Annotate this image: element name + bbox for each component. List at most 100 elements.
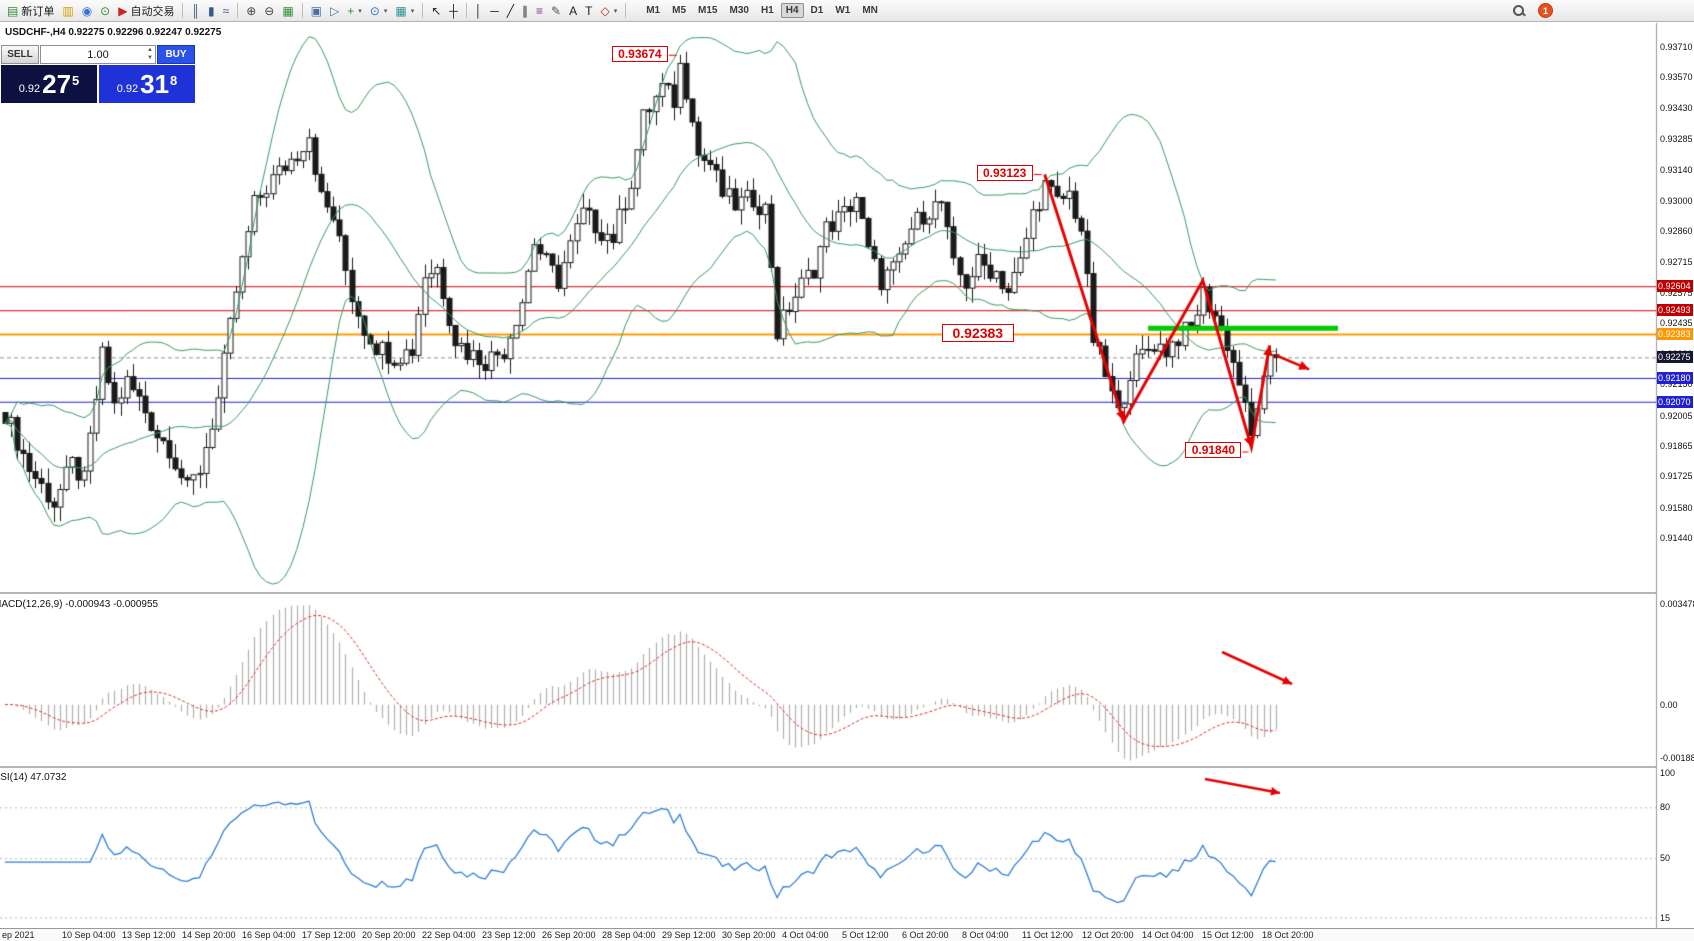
timeframe-h4[interactable]: H4 bbox=[780, 3, 804, 18]
time-axis-label: 13 Sep 12:00 bbox=[122, 930, 176, 940]
candlestick-icon: ▮ bbox=[207, 3, 215, 18]
line-chart-icon: ≈ bbox=[222, 3, 230, 18]
volume-up-icon[interactable]: ▲ bbox=[147, 47, 153, 53]
dropdown-arrow-icon[interactable]: ▾ bbox=[358, 7, 362, 15]
time-axis-label: 16 Sep 04:00 bbox=[242, 930, 296, 940]
dropdown-arrow-icon[interactable]: ▾ bbox=[613, 7, 618, 15]
draw-button[interactable]: ✎ bbox=[548, 2, 564, 20]
text-icon: A bbox=[569, 3, 578, 18]
trendline-icon: ╱ bbox=[506, 3, 515, 18]
auto-trading-button-label: 自动交易 bbox=[130, 5, 175, 18]
time-axis-label: 28 Sep 04:00 bbox=[602, 930, 656, 940]
toolbar-separator bbox=[237, 3, 239, 18]
toolbar-separator bbox=[422, 3, 424, 18]
tile-windows-icon: ▦ bbox=[282, 3, 294, 18]
timeframe-toolbar: M1 M5 M15 M30 H1 H4 D1 W1 MN bbox=[641, 3, 883, 18]
macd-values: -0.000943 -0.000955 bbox=[65, 599, 159, 610]
search-icon[interactable] bbox=[1512, 4, 1526, 18]
market-watch-button[interactable]: ◉ bbox=[79, 2, 95, 20]
one-click-trade-panel: SELL 1.00 ▲ ▼ BUY 0.92 27 5 0.92 31 8 bbox=[1, 45, 195, 103]
tile-windows-button[interactable]: ▦ bbox=[279, 2, 296, 20]
time-axis-label: 18 Oct 20:00 bbox=[1262, 930, 1314, 940]
sell-price-sup: 5 bbox=[72, 72, 80, 88]
panel-splitter[interactable] bbox=[0, 766, 1656, 768]
time-axis[interactable]: ep 2021 10 Sep 04:00 13 Sep 12:00 14 Sep 20… bbox=[0, 928, 1694, 941]
buy-price[interactable]: 0.92 31 8 bbox=[99, 65, 195, 103]
trendline-button[interactable]: ╱ bbox=[504, 2, 517, 20]
sell-price-prefix: 0.92 bbox=[18, 83, 41, 95]
label-icon: T bbox=[585, 3, 593, 18]
time-axis-label: 14 Sep 20:00 bbox=[182, 930, 236, 940]
dropdown-arrow-icon[interactable]: ▾ bbox=[410, 7, 415, 15]
chart-title: USDCHF-,H4 0.92275 0.92296 0.92247 0.922… bbox=[5, 27, 222, 38]
time-axis-label: 23 Sep 12:00 bbox=[482, 930, 536, 940]
market-watch-icon: ◉ bbox=[81, 3, 93, 18]
dropdown-arrow-icon[interactable]: ▾ bbox=[383, 7, 388, 15]
vertical-line-button[interactable]: │ bbox=[472, 2, 486, 20]
buy-price-sup: 8 bbox=[170, 72, 178, 88]
crosshair-button[interactable]: ┼ bbox=[446, 2, 461, 20]
arrange-charts-button[interactable]: ▣ bbox=[308, 2, 325, 20]
fibonacci-icon: ≡ bbox=[536, 3, 544, 18]
time-axis-label: 14 Oct 04:00 bbox=[1142, 930, 1194, 940]
new-order-button[interactable]: ▤ 新订单 bbox=[4, 2, 57, 20]
toolbar-separator bbox=[625, 3, 627, 18]
clock-icon: ⊙ bbox=[369, 3, 380, 18]
channel-button[interactable]: ∥ bbox=[519, 2, 531, 20]
timeframe-w1[interactable]: W1 bbox=[835, 5, 851, 16]
bar-chart-button[interactable]: ║ bbox=[188, 2, 203, 20]
chart-window-button[interactable]: ▥ bbox=[59, 2, 76, 20]
time-axis-label: 6 Oct 20:00 bbox=[902, 930, 949, 940]
zoom-in-button[interactable]: ⊕ bbox=[243, 2, 259, 20]
shift-chart-button[interactable]: ▷ bbox=[327, 2, 342, 20]
time-axis-label: 12 Oct 20:00 bbox=[1082, 930, 1134, 940]
timeframe-m5[interactable]: M5 bbox=[672, 5, 687, 16]
rsi-indicator-label: RSI(14) 47.0732 bbox=[0, 772, 66, 783]
zoom-out-button[interactable]: ⊖ bbox=[261, 2, 277, 20]
macd-indicator-label: MACD(12,26,9) -0.000943 -0.000955 bbox=[0, 599, 158, 610]
add-indicator-button[interactable]: + ▾ bbox=[344, 2, 365, 20]
shapes-icon: ◇ bbox=[600, 3, 610, 18]
fibonacci-button[interactable]: ≡ bbox=[533, 2, 546, 20]
sell-price[interactable]: 0.92 27 5 bbox=[1, 65, 97, 103]
template-button[interactable]: ▦ ▾ bbox=[392, 2, 417, 20]
shift-chart-icon: ▷ bbox=[330, 3, 340, 18]
time-axis-label: 15 Oct 12:00 bbox=[1202, 930, 1254, 940]
timeframe-m15[interactable]: M15 bbox=[698, 5, 718, 16]
buy-button[interactable]: BUY bbox=[157, 45, 195, 64]
candlestick-button[interactable]: ▮ bbox=[205, 2, 218, 20]
bar-chart-icon: ║ bbox=[191, 3, 200, 18]
timeframe-h1[interactable]: H1 bbox=[760, 5, 774, 16]
horizontal-line-icon: ─ bbox=[490, 3, 499, 18]
timeframe-mn[interactable]: MN bbox=[862, 5, 878, 16]
label-button[interactable]: T bbox=[582, 2, 595, 20]
volume-input[interactable]: 1.00 ▲ ▼ bbox=[40, 45, 156, 64]
timeframe-m1[interactable]: M1 bbox=[646, 5, 661, 16]
line-chart-button[interactable]: ≈ bbox=[220, 2, 233, 20]
crosshair-icon: ┼ bbox=[449, 3, 458, 18]
panel-splitter[interactable] bbox=[0, 592, 1656, 594]
volume-down-icon[interactable]: ▼ bbox=[147, 55, 153, 61]
toolbar-separator bbox=[301, 3, 303, 18]
timeframe-m30[interactable]: M30 bbox=[729, 5, 749, 16]
period-button[interactable]: ⊙ ▾ bbox=[367, 2, 391, 20]
template-icon: ▦ bbox=[395, 3, 407, 18]
navigator-button[interactable]: ⊙ bbox=[97, 2, 113, 20]
toolbar-right: 1 bbox=[1512, 3, 1553, 18]
sell-button[interactable]: SELL bbox=[1, 45, 39, 64]
cursor-button[interactable]: ↖ bbox=[428, 2, 444, 20]
zoom-out-icon: ⊖ bbox=[264, 3, 275, 18]
text-button[interactable]: A bbox=[566, 2, 580, 20]
price-axis[interactable] bbox=[1657, 23, 1694, 928]
timeframe-d1[interactable]: D1 bbox=[810, 5, 824, 16]
notification-badge[interactable]: 1 bbox=[1538, 3, 1553, 18]
vertical-line-icon: │ bbox=[474, 3, 483, 18]
horizontal-line-button[interactable]: ─ bbox=[487, 2, 502, 20]
rsi-panel[interactable] bbox=[0, 770, 1656, 926]
shapes-button[interactable]: ◇ ▾ bbox=[597, 2, 620, 20]
main-chart-panel[interactable] bbox=[0, 23, 1656, 592]
auto-trading-button[interactable]: ▶ 自动交易 bbox=[115, 2, 177, 20]
macd-panel[interactable] bbox=[0, 597, 1656, 765]
